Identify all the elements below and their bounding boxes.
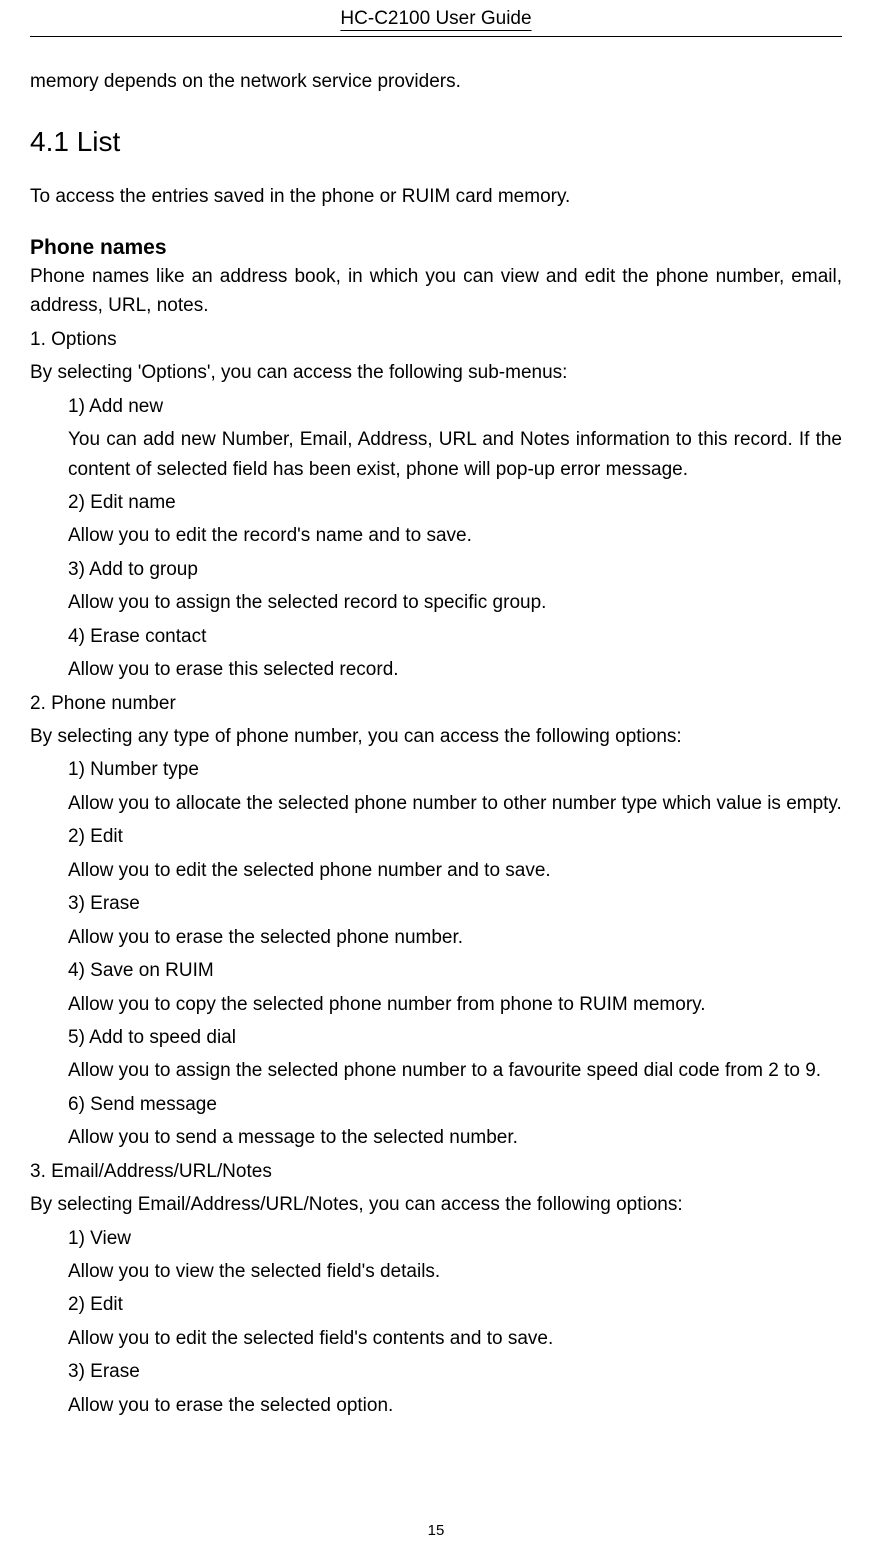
email-etc-num: 3. Email/Address/URL/Notes	[30, 1157, 842, 1186]
header-title: HC-C2100 User Guide	[30, 0, 842, 36]
sub-label: 5) Add to speed dial	[68, 1023, 842, 1052]
phone-names-heading: Phone names	[30, 236, 842, 260]
sub-label: 2) Edit name	[68, 488, 842, 517]
email-etc-lead: By selecting Email/Address/URL/Notes, yo…	[30, 1190, 842, 1219]
sub-desc: Allow you to edit the selected field's c…	[68, 1324, 842, 1353]
intro-continuation: memory depends on the network service pr…	[30, 67, 842, 96]
sub-desc: Allow you to send a message to the selec…	[68, 1123, 842, 1152]
sub-desc: Allow you to assign the selected phone n…	[68, 1056, 842, 1085]
phone-number-sublist: 1) Number type Allow you to allocate the…	[30, 755, 842, 1152]
document-page: HC-C2100 User Guide memory depends on th…	[0, 0, 872, 1554]
sub-desc: Allow you to view the selected field's d…	[68, 1257, 842, 1286]
sub-desc: Allow you to erase this selected record.	[68, 655, 842, 684]
page-header: HC-C2100 User Guide	[30, 0, 842, 37]
sub-desc: Allow you to erase the selected phone nu…	[68, 923, 842, 952]
sub-label: 1) Add new	[68, 392, 842, 421]
options-sublist: 1) Add new You can add new Number, Email…	[30, 392, 842, 685]
sub-label: 1) View	[68, 1224, 842, 1253]
sub-desc: Allow you to allocate the selected phone…	[68, 789, 842, 818]
email-etc-sublist: 1) View Allow you to view the selected f…	[30, 1224, 842, 1421]
options-num: 1. Options	[30, 325, 842, 354]
page-number: 15	[0, 1522, 872, 1539]
sub-label: 4) Erase contact	[68, 622, 842, 651]
sub-label: 2) Edit	[68, 822, 842, 851]
sub-label: 3) Add to group	[68, 555, 842, 584]
phone-number-lead: By selecting any type of phone number, y…	[30, 722, 842, 751]
sub-desc: You can add new Number, Email, Address, …	[68, 425, 842, 484]
phone-names-desc: Phone names like an address book, in whi…	[30, 262, 842, 321]
sub-desc: Allow you to edit the record's name and …	[68, 521, 842, 550]
sub-label: 3) Erase	[68, 889, 842, 918]
sub-desc: Allow you to copy the selected phone num…	[68, 990, 842, 1019]
sub-label: 6) Send message	[68, 1090, 842, 1119]
sub-label: 3) Erase	[68, 1357, 842, 1386]
sub-label: 1) Number type	[68, 755, 842, 784]
sub-desc: Allow you to edit the selected phone num…	[68, 856, 842, 885]
phone-number-num: 2. Phone number	[30, 689, 842, 718]
sub-label: 4) Save on RUIM	[68, 956, 842, 985]
sub-desc: Allow you to assign the selected record …	[68, 588, 842, 617]
options-lead: By selecting 'Options', you can access t…	[30, 358, 842, 387]
sub-label: 2) Edit	[68, 1290, 842, 1319]
section-lead: To access the entries saved in the phone…	[30, 182, 842, 211]
section-heading-4-1: 4.1 List	[30, 126, 842, 158]
sub-desc: Allow you to erase the selected option.	[68, 1391, 842, 1420]
